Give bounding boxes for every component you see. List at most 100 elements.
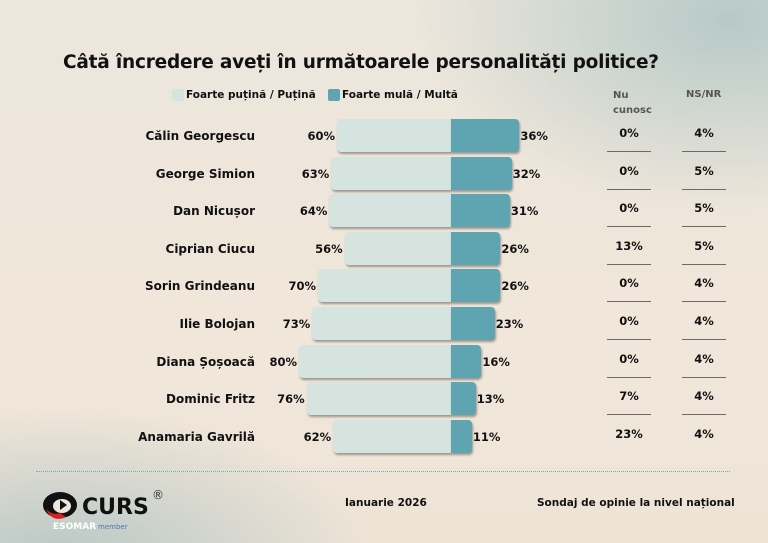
value-nsnr: 4% [694,126,714,140]
row-name: Diana Șoșoacă [156,354,255,369]
bar-high [451,231,501,265]
value-nu-cunosc: 0% [619,201,639,216]
column-header-nu-cunosc: Nu cunosc [613,88,652,118]
footer-divider [36,471,730,472]
svg-text:member: member [98,523,128,531]
bar-low [306,382,451,416]
bar-low [331,156,451,190]
legend-label-high: Foarte mulă / Multă [342,89,458,101]
row-name: George Simion [155,166,255,181]
value-nu-cunosc: 0% [619,276,639,291]
row-name: Călin Georgescu [145,129,255,143]
legend-item-low: Foarte puțină / Puțină [172,89,316,101]
footer-survey: Sondaj de opinie la nivel național [537,497,735,509]
bar-low [312,307,451,340]
row-name: Dominic Fritz [166,392,255,407]
value-high: 32% [512,166,541,181]
value-low: 80% [269,354,297,369]
row-separator [607,263,651,265]
value-high: 36% [520,129,548,143]
value-high: 13% [476,392,505,407]
value-nu-cunosc: 13% [615,238,643,253]
row-separator [682,188,726,190]
svg-text:ESOMAR: ESOMAR [53,522,96,532]
svg-text:®: ® [152,488,164,502]
row-separator [607,339,651,340]
row-separator [682,301,726,303]
row-name: Ilie Bolojan [179,317,255,331]
value-low: 64% [299,204,328,219]
bar-low [329,194,451,228]
value-nu-cunosc: 0% [619,314,639,328]
bar-high [451,156,512,190]
value-nsnr: 4% [694,389,714,404]
row-name: Sorin Grindeanu [145,279,255,294]
row-name: Anamaria Gavrilă [138,429,255,444]
bar-low [299,344,451,378]
value-low: 76% [277,392,305,407]
chart-row: Sorin Grindeanu 70% 26% 0% 4% [0,268,768,304]
legend-swatch-high [328,89,340,101]
value-low: 63% [301,166,330,181]
value-nsnr: 5% [694,201,714,216]
legend-label-low: Foarte puțină / Puțină [186,89,316,101]
row-separator [607,188,651,190]
bar-low [333,419,451,453]
curs-logo: CURS ® ESOMAR member [40,487,170,537]
bar-high [451,382,476,416]
legend-item-high: Foarte mulă / Multă [328,89,458,101]
value-nu-cunosc: 0% [619,163,639,178]
svg-text:CURS: CURS [82,495,149,520]
chart-row: Anamaria Gavrilă 62% 11% 23% 4% [0,419,768,455]
bar-low [344,231,451,265]
row-name: Dan Nicușor [173,204,255,219]
row-separator [607,151,651,152]
row-name: Ciprian Ciucu [165,241,255,256]
row-separator [682,414,726,416]
row-separator [682,151,726,152]
footer-date: Ianuarie 2026 [345,497,427,509]
bar-high [451,419,472,453]
value-high: 11% [472,429,501,444]
value-low: 60% [307,129,335,143]
legend-swatch-low [172,89,184,101]
column-header-nsnr: NS/NR [686,89,722,100]
bar-low [337,119,451,152]
value-nsnr: 5% [694,238,714,253]
value-nu-cunosc: 23% [615,426,643,441]
value-low: 73% [282,317,311,331]
value-nu-cunosc: 7% [619,389,639,404]
bar-high [451,307,495,340]
value-high: 31% [510,204,539,219]
curs-logo-icon: CURS ® ESOMAR member [43,488,164,532]
value-nu-cunosc: 0% [619,351,639,366]
chart-row: George Simion 63% 32% 0% 5% [0,156,768,192]
value-nsnr: 4% [694,351,714,366]
chart-title: Câtă încredere aveți în următoarele pers… [63,52,659,73]
chart-row: Ilie Bolojan 73% 23% 0% 4% [0,306,768,342]
chart-row: Diana Șoșoacă 80% 16% 0% 4% [0,344,768,380]
bar-high [451,119,520,152]
bar-high [451,194,510,228]
value-low: 70% [288,279,316,294]
value-low: 56% [315,241,343,256]
row-separator [607,226,651,228]
column-header-line: cunosc [613,105,652,116]
value-nsnr: 4% [694,314,714,328]
value-nsnr: 4% [694,276,714,291]
chart-row: Dominic Fritz 76% 13% 7% 4% [0,381,768,417]
row-separator [607,414,651,416]
bar-low [318,269,451,303]
value-nsnr: 4% [694,426,714,441]
bar-high [451,344,482,378]
row-separator [682,226,726,228]
value-high: 26% [501,241,529,256]
value-nu-cunosc: 0% [619,126,639,140]
column-header-line: Nu [613,90,629,101]
value-high: 16% [482,354,510,369]
value-high: 23% [495,317,524,331]
value-high: 26% [501,279,529,294]
chart-row: Dan Nicușor 64% 31% 0% 5% [0,193,768,229]
row-separator [682,339,726,340]
chart-row: Ciprian Ciucu 56% 26% 13% 5% [0,231,768,267]
